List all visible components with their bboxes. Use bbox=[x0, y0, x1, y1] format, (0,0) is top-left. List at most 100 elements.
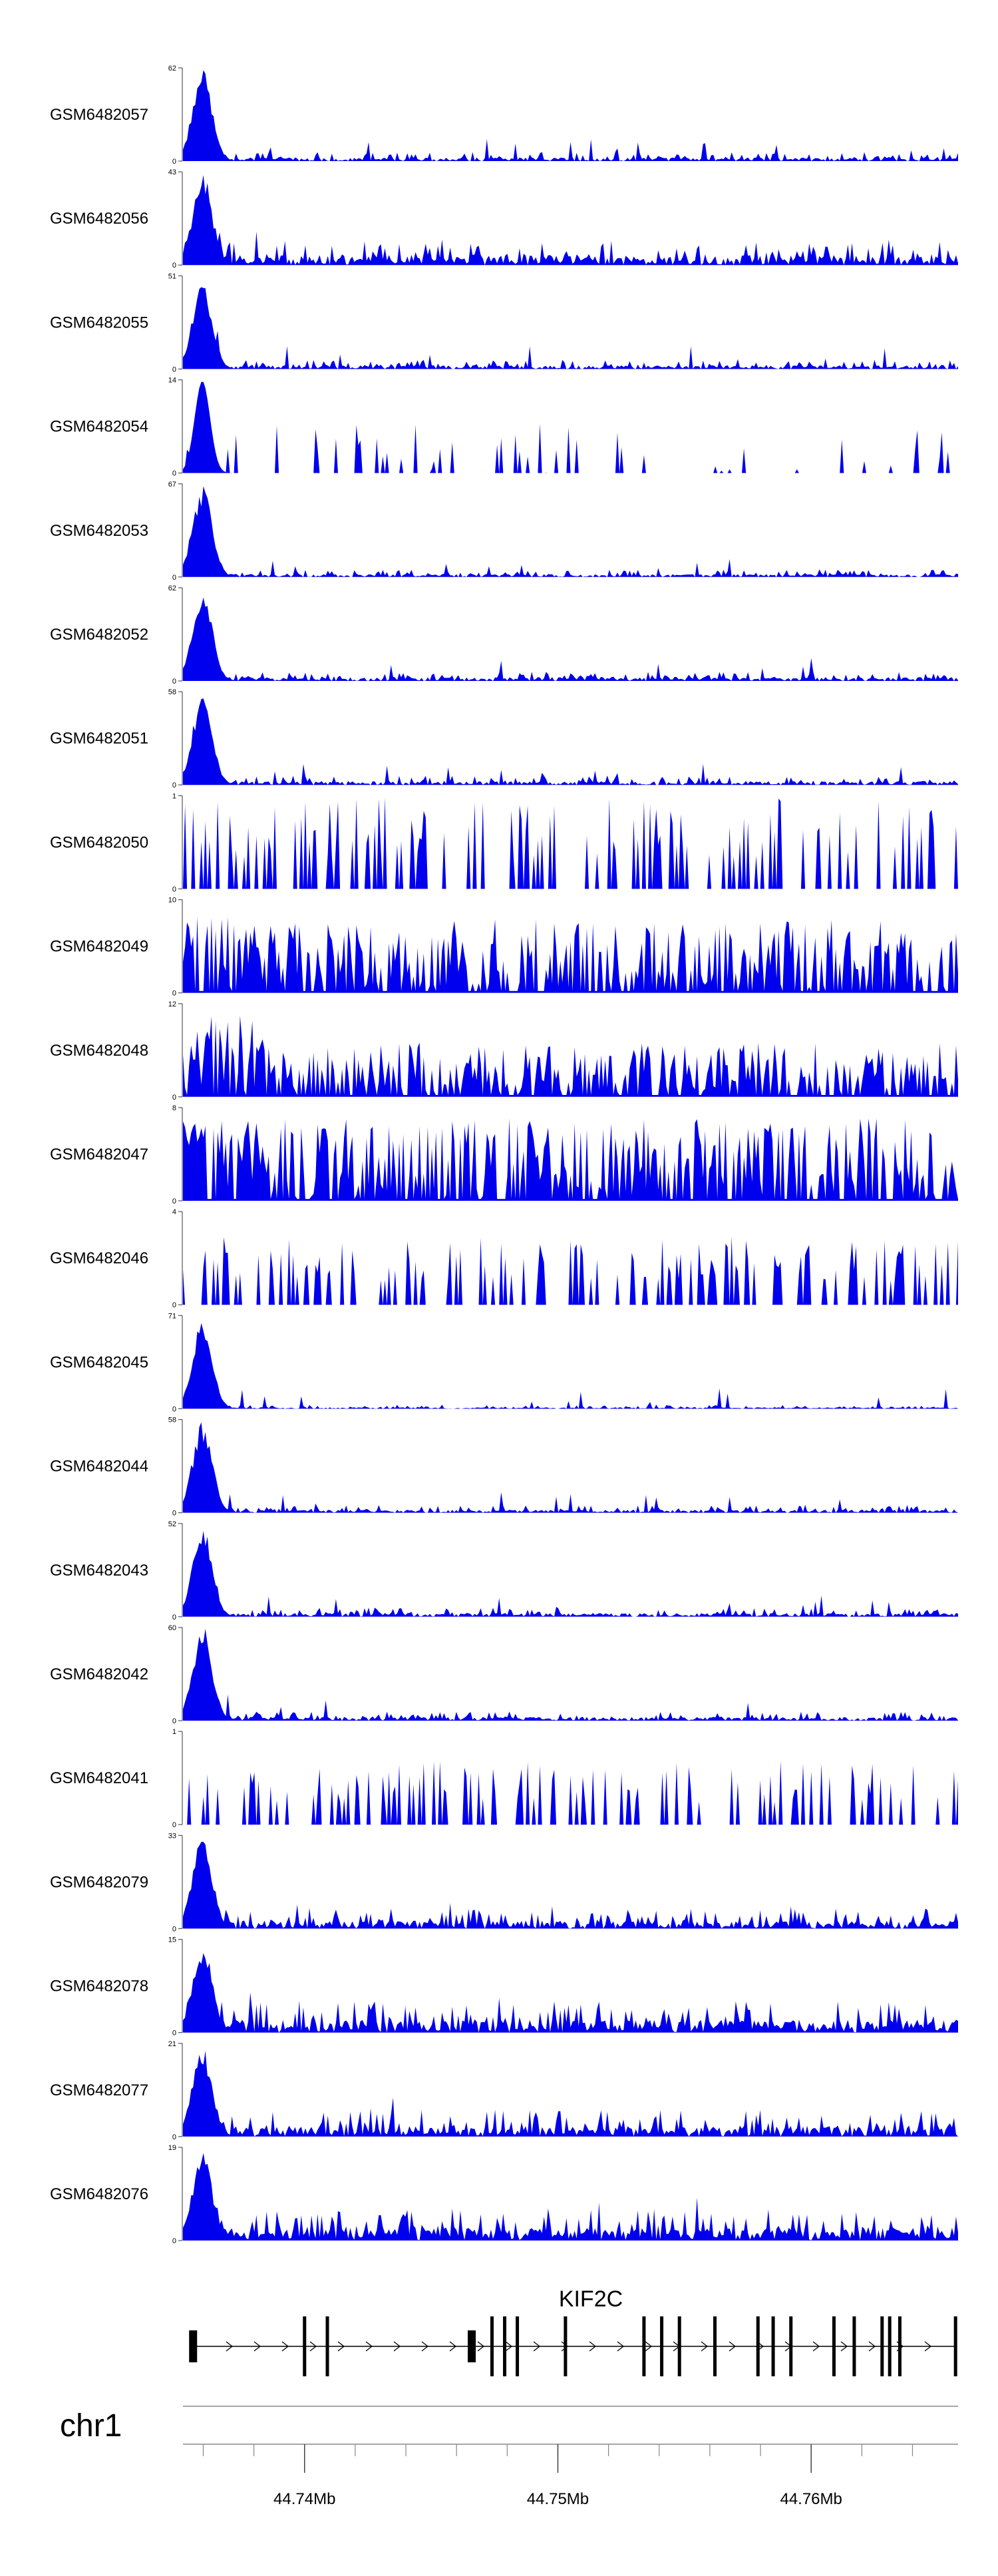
strand-chevron bbox=[253, 2341, 261, 2352]
coverage-area bbox=[183, 70, 958, 161]
y-max-label: 1 bbox=[172, 1728, 176, 1736]
track-label: GSM6482049 bbox=[50, 938, 148, 956]
y-max-label: 14 bbox=[168, 377, 176, 385]
strand-chevron bbox=[365, 2341, 373, 2352]
y-max-label: 43 bbox=[168, 168, 176, 176]
exon bbox=[189, 2330, 198, 2362]
strand-chevron bbox=[924, 2341, 932, 2352]
track-GSM6482054: GSM6482054 14 0 bbox=[50, 377, 958, 478]
y-max-label: 19 bbox=[168, 2144, 176, 2152]
exon bbox=[503, 2316, 507, 2376]
exon bbox=[564, 2316, 568, 2376]
strand-chevron bbox=[868, 2341, 876, 2352]
track-label: GSM6482055 bbox=[50, 314, 148, 331]
strand-chevron bbox=[617, 2341, 625, 2352]
track-label: GSM6482051 bbox=[50, 730, 148, 748]
track-label: GSM6482052 bbox=[50, 626, 148, 644]
y-max-label: 60 bbox=[168, 1624, 176, 1632]
y-zero-label: 0 bbox=[172, 990, 176, 998]
strand-chevron bbox=[729, 2341, 737, 2352]
y-zero-label: 0 bbox=[172, 262, 176, 270]
track-label: GSM6482046 bbox=[50, 1249, 148, 1267]
y-max-label: 62 bbox=[168, 65, 176, 73]
track-label: GSM6482077 bbox=[50, 2081, 148, 2099]
exon bbox=[771, 2316, 775, 2376]
track-GSM6482076: GSM6482076 19 0 bbox=[50, 2144, 958, 2245]
y-max-label: 71 bbox=[168, 1312, 176, 1320]
exon bbox=[898, 2316, 902, 2376]
exon bbox=[880, 2316, 884, 2376]
track-label: GSM6482053 bbox=[50, 522, 148, 540]
y-zero-label: 0 bbox=[172, 781, 176, 789]
y-max-label: 10 bbox=[168, 897, 176, 905]
coverage-area bbox=[183, 1323, 958, 1409]
track-label: GSM6482057 bbox=[50, 106, 148, 124]
coverage-area bbox=[183, 381, 958, 473]
coverage-area bbox=[183, 1953, 958, 2033]
coverage-area bbox=[183, 1530, 958, 1617]
y-max-label: 4 bbox=[172, 1208, 176, 1216]
y-zero-label: 0 bbox=[172, 1510, 176, 1518]
y-max-label: 62 bbox=[168, 584, 176, 592]
y-max-label: 51 bbox=[168, 272, 176, 280]
coverage-area bbox=[183, 597, 958, 681]
y-zero-label: 0 bbox=[172, 1717, 176, 1725]
track-label: GSM6482050 bbox=[50, 833, 148, 851]
y-zero-label: 0 bbox=[172, 470, 176, 478]
y-max-label: 58 bbox=[168, 1416, 176, 1424]
exon bbox=[490, 2316, 494, 2376]
track-GSM6482049: GSM6482049 10 0 bbox=[50, 897, 958, 998]
y-zero-label: 0 bbox=[172, 365, 176, 373]
strand-chevron bbox=[337, 2341, 345, 2352]
y-max-label: 12 bbox=[168, 1000, 176, 1008]
exon bbox=[756, 2316, 760, 2376]
track-GSM6482056: GSM6482056 43 0 bbox=[50, 168, 958, 270]
coverage-area bbox=[183, 1629, 958, 1721]
exon bbox=[642, 2316, 646, 2376]
strand-chevron bbox=[645, 2341, 653, 2352]
y-max-label: 8 bbox=[172, 1104, 176, 1112]
coverage-area bbox=[183, 1118, 958, 1201]
track-GSM6482042: GSM6482042 60 0 bbox=[50, 1624, 958, 1725]
y-zero-label: 0 bbox=[172, 1197, 176, 1205]
y-zero-label: 0 bbox=[172, 885, 176, 893]
exon bbox=[303, 2316, 307, 2376]
gene-name: KIF2C bbox=[559, 2286, 623, 2312]
track-label: GSM6482041 bbox=[50, 1769, 148, 1787]
track-GSM6482077: GSM6482077 21 0 bbox=[50, 2040, 958, 2141]
coverage-area bbox=[183, 287, 958, 369]
coverage-area bbox=[183, 916, 958, 993]
y-zero-label: 0 bbox=[172, 1613, 176, 1621]
track-GSM6482057: GSM6482057 62 0 bbox=[50, 65, 958, 166]
track-label: GSM6482079 bbox=[50, 1873, 148, 1891]
y-max-label: 33 bbox=[168, 1832, 176, 1840]
track-label: GSM6482045 bbox=[50, 1353, 148, 1371]
track-GSM6482045: GSM6482045 71 0 bbox=[50, 1312, 958, 1413]
y-zero-label: 0 bbox=[172, 1821, 176, 1829]
exon bbox=[677, 2316, 681, 2376]
track-GSM6482051: GSM6482051 58 0 bbox=[50, 688, 958, 789]
coverage-area bbox=[183, 2051, 958, 2137]
exon bbox=[832, 2316, 836, 2376]
track-label: GSM6482042 bbox=[50, 1665, 148, 1683]
axis-tick-label: 44.75Mb bbox=[527, 2490, 589, 2508]
coverage-tracks: GSM6482057620GSM6482056430GSM6482055510G… bbox=[50, 65, 958, 2245]
coverage-area bbox=[183, 698, 958, 785]
strand-chevron bbox=[533, 2341, 541, 2352]
coverage-area bbox=[183, 1761, 958, 1825]
track-GSM6482052: GSM6482052 62 0 bbox=[50, 584, 958, 686]
y-max-label: 21 bbox=[168, 2040, 176, 2048]
chromosome-label: chr1 bbox=[60, 2408, 122, 2444]
gene-model: KIF2C bbox=[189, 2286, 957, 2376]
track-label: GSM6482047 bbox=[50, 1146, 148, 1164]
track-label: GSM6482048 bbox=[50, 1042, 148, 1060]
exon bbox=[888, 2316, 892, 2376]
track-GSM6482053: GSM6482053 67 0 bbox=[50, 481, 958, 582]
y-max-label: 67 bbox=[168, 481, 176, 489]
strand-chevron bbox=[281, 2341, 289, 2352]
track-label: GSM6482076 bbox=[50, 2185, 148, 2203]
track-GSM6482047: GSM6482047 8 0 bbox=[50, 1104, 958, 1205]
coverage-area bbox=[183, 175, 958, 266]
coverage-area bbox=[183, 797, 958, 889]
